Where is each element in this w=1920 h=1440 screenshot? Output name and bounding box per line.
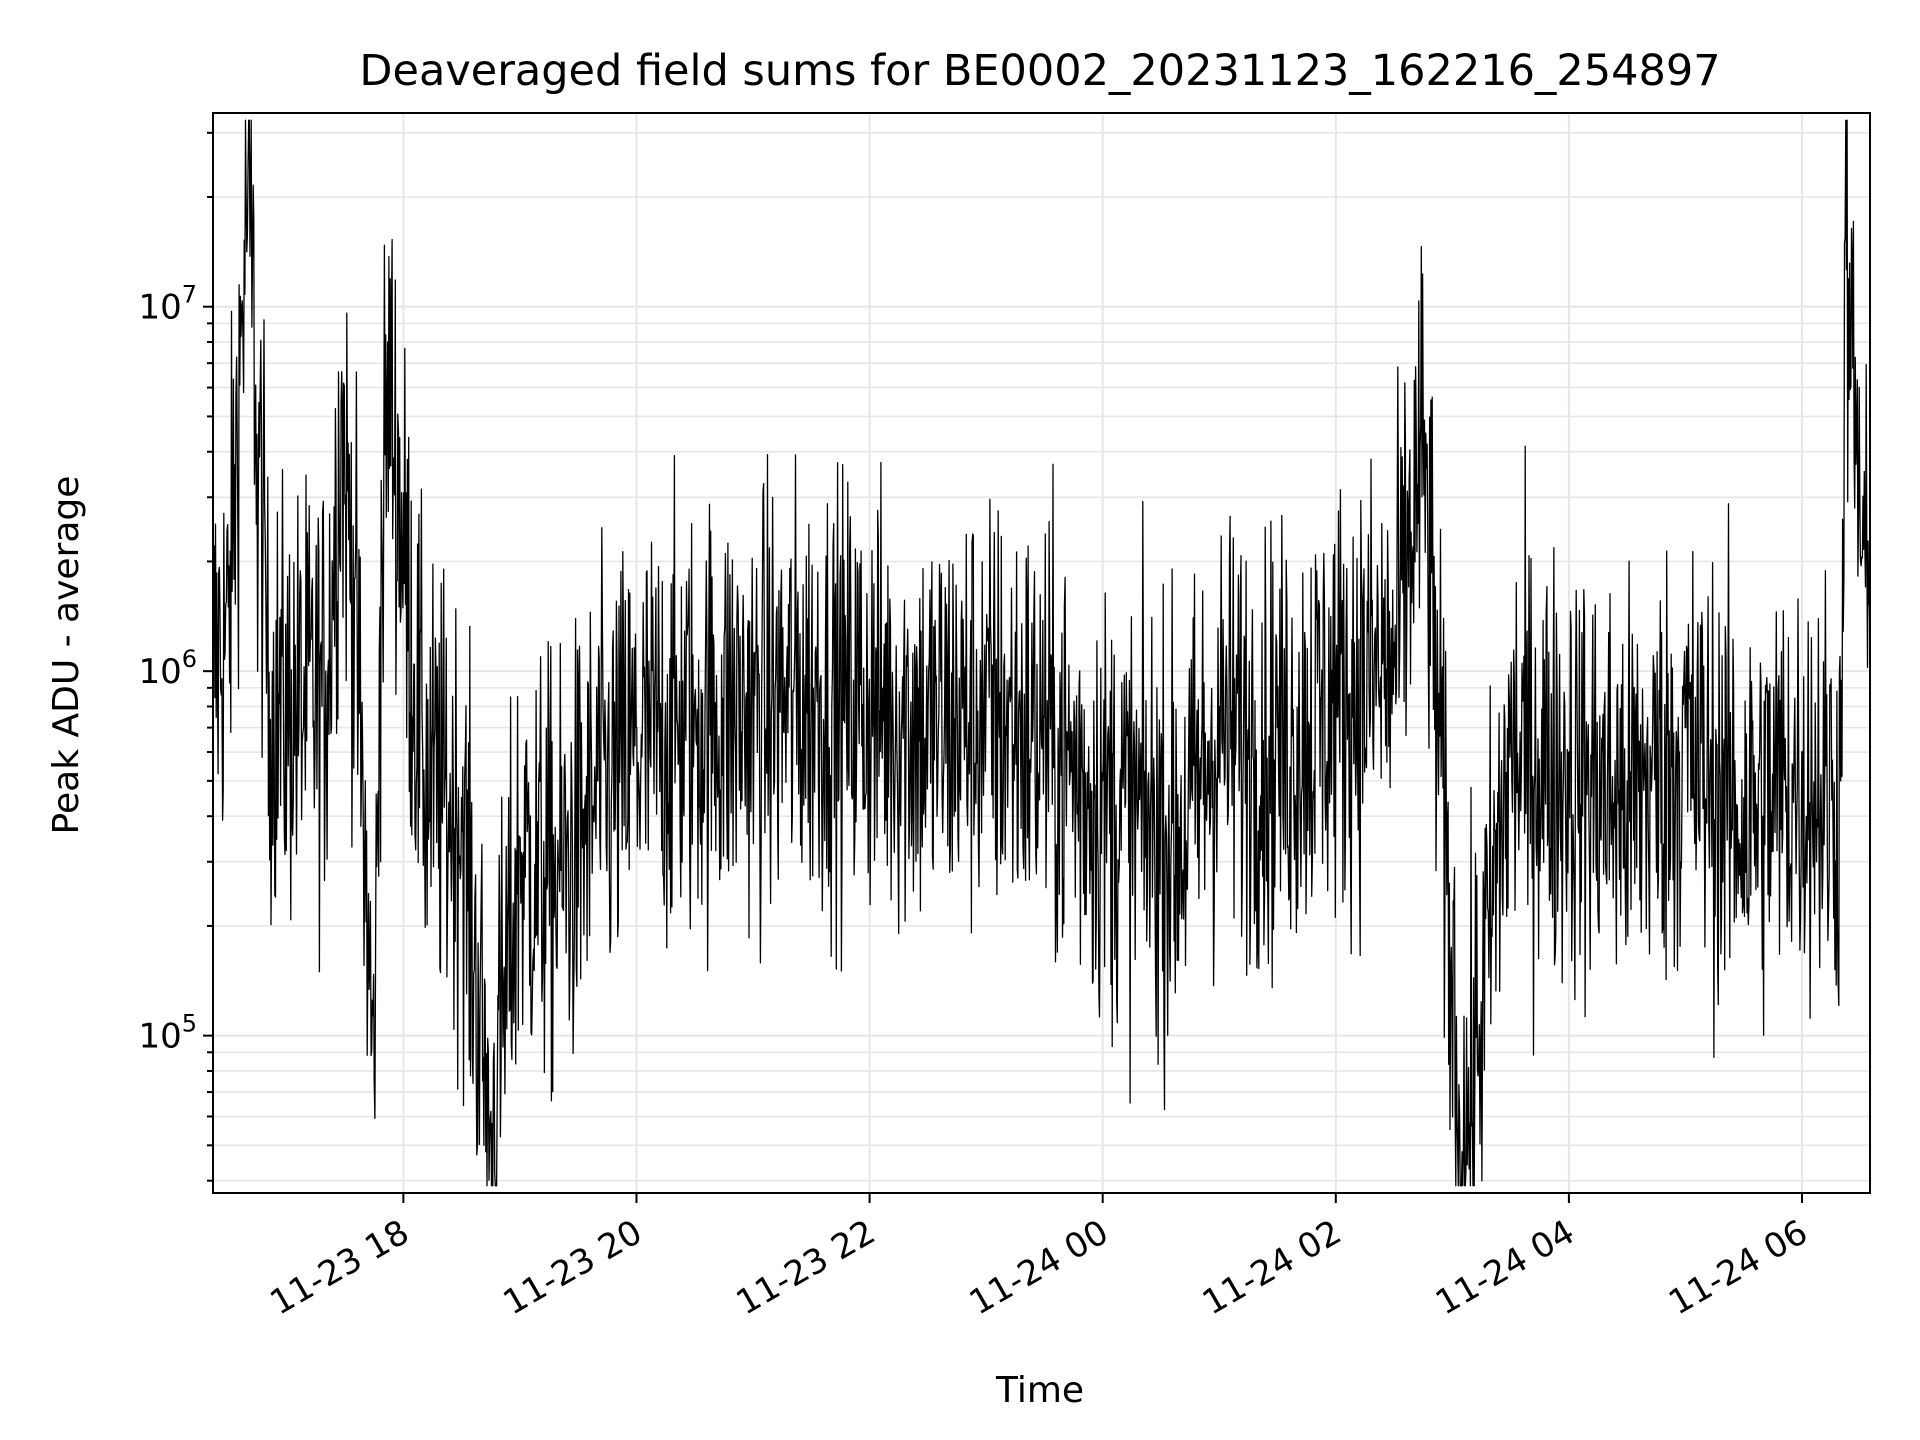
y-tick-label: 106 <box>138 645 197 692</box>
chart-title: Deaveraged field sums for BE0002_2023112… <box>359 46 1720 96</box>
y-axis-label: Peak ADU - average <box>46 476 87 835</box>
series-line <box>212 119 1871 1187</box>
series-group <box>212 119 1871 1187</box>
plot-frame <box>212 112 1871 1194</box>
y-tick-label: 107 <box>138 281 197 328</box>
x-axis-label: Time <box>995 1370 1084 1411</box>
y-tick-label: 105 <box>138 1010 197 1057</box>
